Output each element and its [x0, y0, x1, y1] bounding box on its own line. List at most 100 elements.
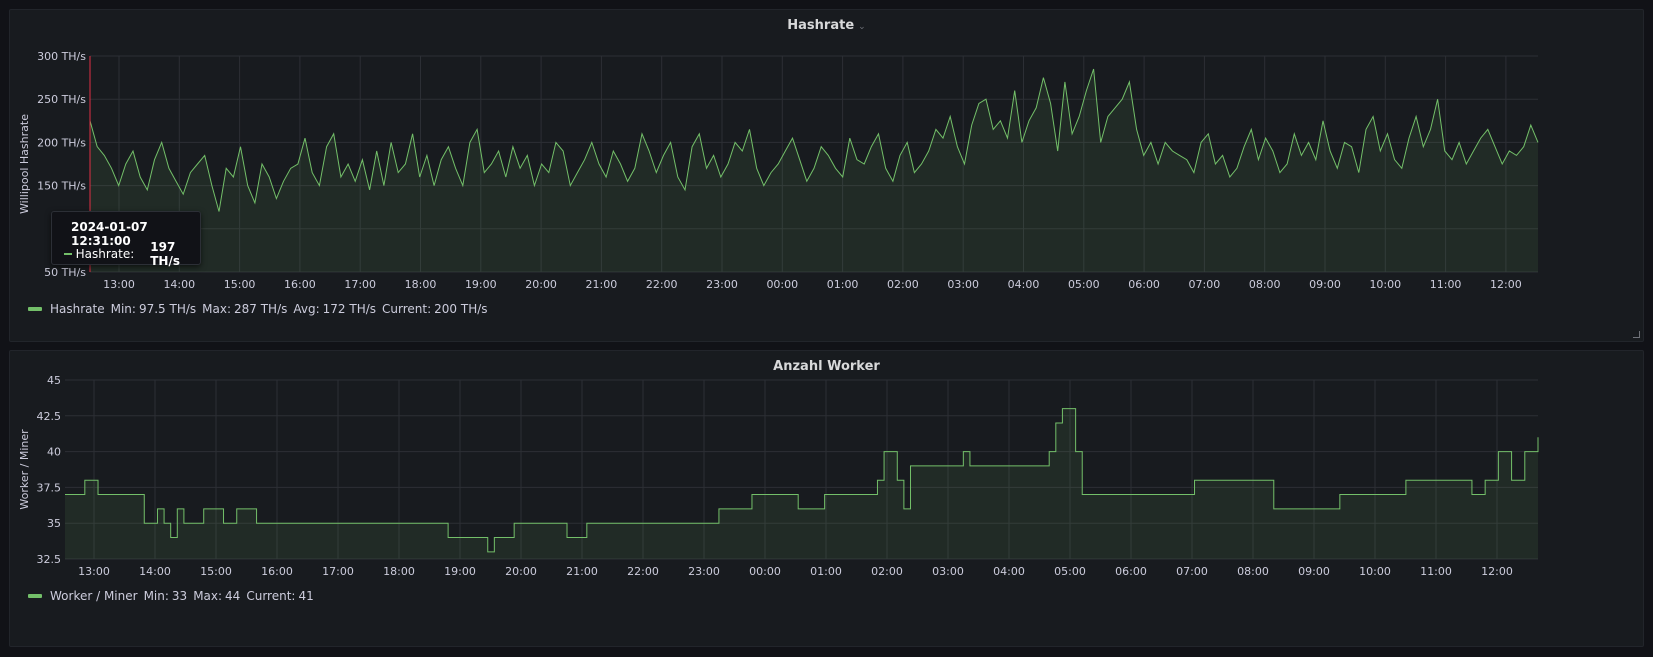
- x-tick-label: 00:00: [749, 565, 781, 578]
- x-tick-label: 08:00: [1249, 278, 1281, 291]
- hover-tooltip: 2024-01-07 12:31:00 Hashrate: 197 TH/s: [51, 211, 201, 268]
- legend-avg-label: Avg:: [293, 302, 320, 316]
- y-axis-label: Willipool Hashrate: [18, 114, 31, 214]
- y-tick-label: 32.5: [37, 553, 62, 566]
- tooltip-label: Hashrate:: [75, 247, 135, 261]
- y-tick-label: 37.5: [37, 481, 62, 494]
- series-area: [90, 69, 1538, 272]
- x-tick-label: 18:00: [383, 565, 415, 578]
- x-tick-label: 15:00: [224, 278, 256, 291]
- x-tick-label: 10:00: [1359, 565, 1391, 578]
- tooltip-time: 2024-01-07 12:31:00: [71, 220, 148, 248]
- x-tick-label: 17:00: [344, 278, 376, 291]
- x-tick-label: 06:00: [1128, 278, 1160, 291]
- legend-current-value: 41: [298, 589, 314, 603]
- x-tick-label: 19:00: [444, 565, 476, 578]
- x-tick-label: 20:00: [525, 278, 557, 291]
- x-tick-label: 12:00: [1490, 278, 1522, 291]
- y-tick-label: 150 TH/s: [37, 180, 86, 193]
- legend-swatch: [28, 594, 42, 598]
- y-tick-label: 200 TH/s: [37, 136, 86, 149]
- tooltip-row: Hashrate: 197 TH/s: [64, 240, 200, 268]
- x-tick-label: 21:00: [566, 565, 598, 578]
- legend-avg-value: 172 TH/s: [322, 302, 377, 316]
- x-tick-label: 22:00: [646, 278, 678, 291]
- x-tick-label: 06:00: [1115, 565, 1147, 578]
- legend-max-label: Max:: [202, 302, 231, 316]
- legend-min-value: 97.5 TH/s: [138, 302, 197, 316]
- x-tick-label: 09:00: [1298, 565, 1330, 578]
- x-tick-label: 16:00: [261, 565, 293, 578]
- x-tick-label: 02:00: [871, 565, 903, 578]
- x-tick-label: 13:00: [78, 565, 110, 578]
- legend-max-value: 44: [225, 589, 241, 603]
- legend-swatch: [28, 307, 42, 311]
- worker-panel: Anzahl Worker 32.5 35 37.5 40 42.5 45 13:00 14:…: [9, 350, 1644, 647]
- x-tick-label: 07:00: [1176, 565, 1208, 578]
- x-tick-label: 08:00: [1237, 565, 1269, 578]
- hashrate-panel-title[interactable]: Hashrate ⌄: [10, 18, 1643, 33]
- x-tick-label: 18:00: [405, 278, 437, 291]
- y-tick-label: 42.5: [37, 410, 62, 423]
- tooltip-value: 197 TH/s: [150, 240, 181, 268]
- y-tick-label: 45: [47, 374, 61, 387]
- x-tick-label: 21:00: [586, 278, 618, 291]
- series-area: [65, 408, 1538, 559]
- legend-series-name[interactable]: Hashrate: [50, 302, 105, 316]
- x-tick-label: 04:00: [1008, 278, 1040, 291]
- series-line[interactable]: [65, 408, 1539, 553]
- worker-chart[interactable]: 32.5 35 37.5 40 42.5 45 13:00 14:00 15:00 16:00 17…: [10, 351, 1645, 648]
- hashrate-legend[interactable]: Hashrate Min: 97.5 TH/s Max: 287 TH/s Av…: [28, 302, 494, 316]
- x-tick-label: 10:00: [1369, 278, 1401, 291]
- x-tick-label: 07:00: [1189, 278, 1221, 291]
- x-tick-label: 17:00: [322, 565, 354, 578]
- x-tick-label: 00:00: [766, 278, 798, 291]
- x-tick-label: 01:00: [810, 565, 842, 578]
- legend-max-label: Max:: [193, 589, 223, 603]
- chevron-down-icon[interactable]: ⌄: [858, 22, 866, 32]
- hashrate-title-text: Hashrate: [787, 18, 855, 33]
- x-tick-label: 20:00: [505, 565, 537, 578]
- y-tick-label: 250 TH/s: [37, 93, 86, 106]
- y-tick-label: 300 TH/s: [37, 50, 86, 63]
- x-tick-label: 04:00: [993, 565, 1025, 578]
- x-tick-label: 22:00: [627, 565, 659, 578]
- worker-legend[interactable]: Worker / Miner Min: 33 Max: 44 Current: …: [28, 589, 320, 603]
- legend-max-value: 287 TH/s: [234, 302, 288, 316]
- x-tick-label: 23:00: [688, 565, 720, 578]
- x-tick-label: 05:00: [1054, 565, 1086, 578]
- resize-handle-icon[interactable]: [1633, 331, 1640, 338]
- x-tick-label: 12:00: [1481, 565, 1513, 578]
- x-tick-label: 03:00: [947, 278, 979, 291]
- tooltip-swatch: [64, 253, 72, 255]
- x-tick-label: 03:00: [932, 565, 964, 578]
- y-tick-label: 40: [47, 446, 61, 459]
- x-tick-label: 14:00: [139, 565, 171, 578]
- x-tick-label: 19:00: [465, 278, 497, 291]
- legend-current-label: Current:: [382, 302, 432, 316]
- x-tick-label: 14:00: [163, 278, 195, 291]
- x-tick-label: 02:00: [887, 278, 919, 291]
- x-tick-label: 23:00: [706, 278, 738, 291]
- y-tick-label: 35: [47, 517, 61, 530]
- x-tick-label: 15:00: [200, 565, 232, 578]
- series-line[interactable]: [89, 68, 1539, 212]
- x-tick-label: 05:00: [1068, 278, 1100, 291]
- y-tick-label: 50 TH/s: [44, 266, 86, 279]
- legend-series-name[interactable]: Worker / Miner: [50, 589, 138, 603]
- x-tick-label: 09:00: [1309, 278, 1341, 291]
- y-axis-label: Worker / Miner: [18, 429, 31, 510]
- x-tick-label: 11:00: [1420, 565, 1452, 578]
- legend-current-label: Current:: [246, 589, 296, 603]
- x-tick-label: 13:00: [103, 278, 135, 291]
- legend-min-label: Min:: [143, 589, 169, 603]
- x-tick-label: 11:00: [1430, 278, 1462, 291]
- worker-panel-title[interactable]: Anzahl Worker: [10, 359, 1643, 374]
- legend-min-label: Min:: [110, 302, 136, 316]
- legend-current-value: 200 TH/s: [434, 302, 488, 316]
- x-tick-label: 16:00: [284, 278, 316, 291]
- worker-title-text: Anzahl Worker: [773, 359, 880, 374]
- legend-min-value: 33: [171, 589, 188, 603]
